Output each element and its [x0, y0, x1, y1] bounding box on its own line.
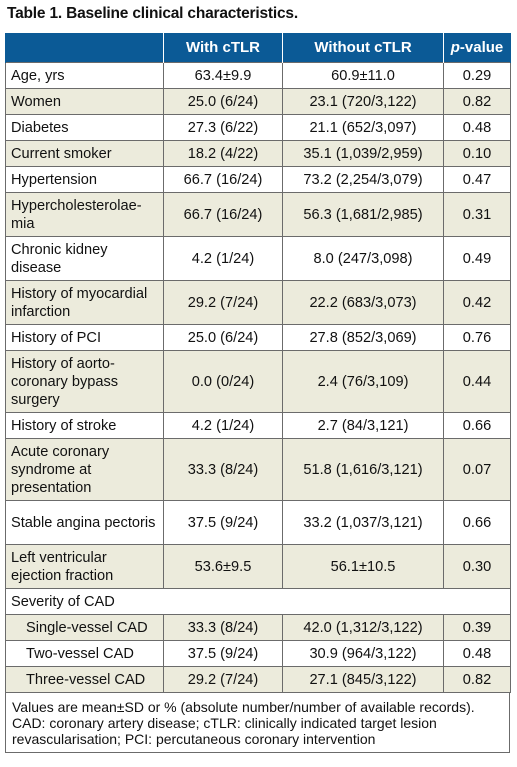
table-row: History of aorto-coronary bypass surgery… — [5, 350, 511, 413]
with-ctlr-value: 63.4±9.9 — [163, 62, 283, 89]
p-value: 0.07 — [443, 438, 511, 501]
header-p-value: p-value — [443, 33, 511, 63]
without-ctlr-value: 35.1 (1,039/2,959) — [282, 140, 444, 167]
without-ctlr-value: 27.1 (845/3,122) — [282, 666, 444, 693]
table-row: Acute coronary syndrome at presentation … — [5, 438, 511, 501]
without-ctlr-value: 2.7 (84/3,121) — [282, 412, 444, 439]
header-without-ctlr: Without cTLR — [282, 33, 444, 63]
p-value: 0.44 — [443, 350, 511, 413]
with-ctlr-value: 66.7 (16/24) — [163, 192, 283, 237]
baseline-characteristics-table-container: With cTLR Without cTLR p-value Age, yrs … — [5, 33, 511, 753]
with-ctlr-value: 0.0 (0/24) — [163, 350, 283, 413]
without-ctlr-value: 42.0 (1,312/3,122) — [282, 614, 444, 641]
header-blank — [5, 33, 164, 63]
without-ctlr-value: 56.1±10.5 — [282, 544, 444, 589]
with-ctlr-value: 37.5 (9/24) — [163, 500, 283, 545]
row-label: Acute coronary syndrome at presentation — [5, 438, 164, 501]
table-row: Diabetes 27.3 (6/22) 21.1 (652/3,097) 0.… — [5, 114, 511, 141]
row-label: Diabetes — [5, 114, 164, 141]
with-ctlr-value: 4.2 (1/24) — [163, 412, 283, 439]
table-row: Stable angina pectoris 37.5 (9/24) 33.2 … — [5, 500, 511, 545]
row-label: Left ventricular ejection fraction — [5, 544, 164, 589]
header-row: With cTLR Without cTLR p-value — [5, 33, 511, 63]
p-value: 0.48 — [443, 114, 511, 141]
baseline-characteristics-table: With cTLR Without cTLR p-value Age, yrs … — [5, 33, 511, 693]
p-value: 0.30 — [443, 544, 511, 589]
without-ctlr-value: 51.8 (1,616/3,121) — [282, 438, 444, 501]
p-value: 0.48 — [443, 640, 511, 667]
without-ctlr-value: 27.8 (852/3,069) — [282, 324, 444, 351]
row-label: Two-vessel CAD — [5, 640, 164, 667]
table-row: Women 25.0 (6/24) 23.1 (720/3,122) 0.82 — [5, 88, 511, 115]
p-value: 0.76 — [443, 324, 511, 351]
without-ctlr-value: 33.2 (1,037/3,121) — [282, 500, 444, 545]
table-row: Age, yrs 63.4±9.9 60.9±11.0 0.29 — [5, 62, 511, 89]
row-label: Three-vessel CAD — [5, 666, 164, 693]
row-label: Age, yrs — [5, 62, 164, 89]
table-row: History of PCI 25.0 (6/24) 27.8 (852/3,0… — [5, 324, 511, 351]
table-row: Left ventricular ejection fraction 53.6±… — [5, 544, 511, 589]
row-label: History of stroke — [5, 412, 164, 439]
row-label: History of aorto-coronary bypass surgery — [5, 350, 164, 413]
with-ctlr-value: 53.6±9.5 — [163, 544, 283, 589]
section-label-severity-of-cad: Severity of CAD — [5, 588, 511, 615]
with-ctlr-value: 29.2 (7/24) — [163, 666, 283, 693]
p-value: 0.66 — [443, 412, 511, 439]
with-ctlr-value: 18.2 (4/22) — [163, 140, 283, 167]
row-label: Hypertension — [5, 166, 164, 193]
table-row: Chronic kidney disease 4.2 (1/24) 8.0 (2… — [5, 236, 511, 281]
row-label: Current smoker — [5, 140, 164, 167]
without-ctlr-value: 30.9 (964/3,122) — [282, 640, 444, 667]
table-row: Single-vessel CAD 33.3 (8/24) 42.0 (1,31… — [5, 614, 511, 641]
with-ctlr-value: 25.0 (6/24) — [163, 88, 283, 115]
without-ctlr-value: 22.2 (683/3,073) — [282, 280, 444, 325]
header-p-rest: -value — [459, 38, 504, 56]
p-value: 0.10 — [443, 140, 511, 167]
table-row: History of stroke 4.2 (1/24) 2.7 (84/3,1… — [5, 412, 511, 439]
row-label: History of PCI — [5, 324, 164, 351]
header-with-ctlr: With cTLR — [163, 33, 283, 63]
without-ctlr-value: 2.4 (76/3,109) — [282, 350, 444, 413]
with-ctlr-value: 37.5 (9/24) — [163, 640, 283, 667]
p-value: 0.66 — [443, 500, 511, 545]
table-row: Hypertension 66.7 (16/24) 73.2 (2,254/3,… — [5, 166, 511, 193]
p-value: 0.31 — [443, 192, 511, 237]
without-ctlr-value: 8.0 (247/3,098) — [282, 236, 444, 281]
row-label: Hypercholesterolae-mia — [5, 192, 164, 237]
p-value: 0.39 — [443, 614, 511, 641]
with-ctlr-value: 66.7 (16/24) — [163, 166, 283, 193]
without-ctlr-value: 60.9±11.0 — [282, 62, 444, 89]
row-label: History of myocardial infarction — [5, 280, 164, 325]
p-value: 0.47 — [443, 166, 511, 193]
p-value: 0.29 — [443, 62, 511, 89]
row-label: Stable angina pectoris — [5, 500, 164, 545]
table-row-section-header: Severity of CAD — [5, 588, 511, 615]
with-ctlr-value: 25.0 (6/24) — [163, 324, 283, 351]
with-ctlr-value: 29.2 (7/24) — [163, 280, 283, 325]
row-label: Women — [5, 88, 164, 115]
p-value: 0.82 — [443, 88, 511, 115]
table-row: Hypercholesterolae-mia 66.7 (16/24) 56.3… — [5, 192, 511, 237]
p-value: 0.42 — [443, 280, 511, 325]
table-footnote: Values are mean±SD or % (absolute number… — [5, 693, 510, 753]
table-row: Three-vessel CAD 29.2 (7/24) 27.1 (845/3… — [5, 666, 511, 693]
row-label: Single-vessel CAD — [5, 614, 164, 641]
p-value: 0.49 — [443, 236, 511, 281]
table-row: Current smoker 18.2 (4/22) 35.1 (1,039/2… — [5, 140, 511, 167]
with-ctlr-value: 27.3 (6/22) — [163, 114, 283, 141]
with-ctlr-value: 33.3 (8/24) — [163, 438, 283, 501]
without-ctlr-value: 21.1 (652/3,097) — [282, 114, 444, 141]
without-ctlr-value: 23.1 (720/3,122) — [282, 88, 444, 115]
table-row: History of myocardial infarction 29.2 (7… — [5, 280, 511, 325]
with-ctlr-value: 4.2 (1/24) — [163, 236, 283, 281]
with-ctlr-value: 33.3 (8/24) — [163, 614, 283, 641]
table-caption: Table 1. Baseline clinical characteristi… — [7, 5, 298, 22]
without-ctlr-value: 73.2 (2,254/3,079) — [282, 166, 444, 193]
header-p-italic: p — [450, 38, 460, 56]
p-value: 0.82 — [443, 666, 511, 693]
table-row: Two-vessel CAD 37.5 (9/24) 30.9 (964/3,1… — [5, 640, 511, 667]
row-label: Chronic kidney disease — [5, 236, 164, 281]
without-ctlr-value: 56.3 (1,681/2,985) — [282, 192, 444, 237]
